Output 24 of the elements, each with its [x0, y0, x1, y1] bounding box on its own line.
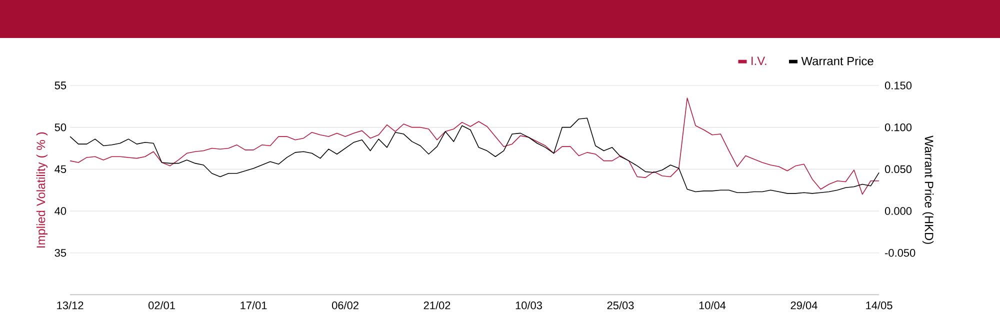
y-tick-label: 50: [54, 123, 66, 132]
x-tick-label: 29/04: [790, 301, 818, 310]
y-tick-label: 55: [54, 82, 66, 90]
y2-tick-label: 0.050: [884, 165, 912, 174]
x-tick-label: 14/05: [866, 301, 892, 310]
x-tick-label: 21/02: [424, 301, 450, 310]
y-tick-label: 40: [54, 207, 66, 215]
y2-tick-label: 0.150: [884, 82, 912, 90]
y2-tick-label: 0.000: [884, 207, 912, 215]
x-tick-label: 25/03: [607, 301, 634, 310]
y-tick-label: 35: [54, 249, 66, 257]
x-tick-label: 10/04: [699, 301, 726, 310]
y2-tick-label: 0.100: [884, 123, 912, 132]
x-tick-label: 13/12: [57, 301, 84, 310]
x-tick-label: 06/02: [332, 301, 358, 310]
y-axis-title: Implied Volatility ( % ): [36, 132, 48, 248]
x-tick-label: 17/01: [240, 301, 267, 310]
x-tick-label: 02/01: [148, 301, 175, 310]
y2-axis-title: Warrant Price (HKD): [922, 136, 934, 244]
y-tick-label: 45: [54, 165, 66, 174]
y2-tick-label: -0.050: [885, 249, 916, 257]
legend-label: Warrant Price: [801, 56, 874, 66]
x-tick-label: 10/03: [516, 301, 542, 310]
legend-label: I.V.: [752, 56, 766, 65]
